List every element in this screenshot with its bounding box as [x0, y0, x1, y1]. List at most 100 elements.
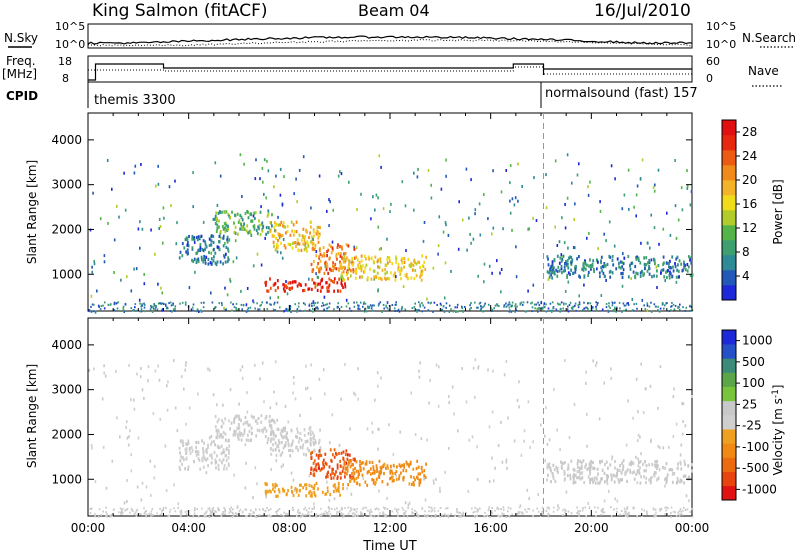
echo-feature	[374, 482, 376, 486]
ground-echo	[497, 507, 500, 510]
ground-echo	[431, 507, 433, 510]
scatter-echo	[370, 217, 372, 221]
ground-echo	[106, 515, 108, 518]
echo-feature	[680, 479, 683, 483]
ground-echo	[537, 310, 539, 313]
echo-feature	[355, 267, 358, 271]
ground-echo	[503, 508, 505, 511]
scatter-echo	[442, 230, 445, 234]
scatter-echo	[93, 262, 96, 266]
ground-echo	[631, 309, 634, 312]
echo-feature	[328, 267, 331, 271]
ground-echo	[143, 303, 146, 306]
echo-feature	[612, 473, 615, 477]
nsearch-label: N.Search	[742, 31, 796, 45]
echo-feature	[225, 245, 228, 249]
echo-feature	[565, 260, 567, 264]
echo-feature	[419, 265, 421, 269]
xaxis-label: Time UT	[362, 539, 416, 554]
echo-feature	[272, 283, 275, 287]
scatter-echo	[306, 386, 309, 390]
ground-echo	[518, 506, 521, 509]
echo-feature	[348, 267, 351, 271]
ground-echo	[342, 513, 344, 516]
ground-echo	[129, 511, 131, 514]
echo-feature	[411, 482, 413, 486]
echo-feature	[688, 255, 690, 259]
echo-feature	[233, 221, 235, 225]
echo-feature	[273, 433, 275, 437]
echo-feature	[314, 243, 317, 247]
echo-feature	[290, 443, 293, 448]
echo-feature	[291, 241, 294, 245]
scatter-echo	[212, 217, 215, 221]
echo-feature	[181, 242, 184, 246]
echo-feature	[615, 475, 618, 479]
echo-feature	[572, 478, 575, 482]
echo-feature	[255, 228, 258, 233]
echo-feature	[210, 262, 213, 266]
scatter-echo	[439, 486, 441, 490]
echo-feature	[201, 459, 204, 463]
scatter-echo	[259, 177, 261, 181]
scatter-echo	[515, 245, 517, 249]
ground-echo	[113, 303, 116, 306]
echo-feature	[672, 265, 674, 269]
ground-echo	[611, 304, 614, 307]
echo-feature	[611, 255, 614, 259]
scatter-echo	[558, 240, 561, 244]
scatter-echo	[457, 429, 459, 433]
ground-echo	[190, 308, 193, 311]
ground-echo	[270, 303, 272, 306]
echo-feature	[321, 490, 324, 494]
xaxis-tick-label: 16:00	[473, 521, 508, 535]
scatter-echo	[511, 228, 513, 232]
echo-feature	[572, 481, 575, 485]
echo-feature	[182, 456, 184, 460]
scatter-echo	[477, 274, 479, 278]
scatter-echo	[353, 245, 355, 249]
ground-echo	[582, 507, 584, 510]
echo-feature	[274, 229, 277, 233]
echo-feature	[237, 220, 240, 224]
ground-echo	[454, 306, 456, 309]
ground-echo	[609, 306, 611, 309]
scatter-echo	[238, 402, 240, 406]
echo-feature	[259, 210, 262, 214]
echo-feature	[378, 265, 381, 270]
ground-echo	[347, 512, 350, 515]
echo-feature	[308, 287, 311, 291]
ground-echo	[664, 506, 666, 509]
ground-echo	[91, 303, 94, 306]
echo-feature	[337, 252, 340, 256]
freq-label: Freq.	[6, 54, 36, 68]
echo-feature	[277, 439, 280, 443]
echo-feature	[423, 474, 426, 478]
echo-feature	[564, 461, 566, 465]
scatter-echo	[670, 468, 672, 471]
ground-echo	[365, 506, 367, 509]
ground-echo	[670, 516, 673, 518]
echo-feature	[333, 489, 335, 494]
scatter-echo	[308, 277, 310, 281]
echo-feature	[360, 461, 363, 465]
echo-feature	[366, 278, 369, 282]
echo-feature	[665, 270, 667, 274]
echo-feature	[270, 432, 273, 436]
echo-feature	[639, 261, 642, 265]
ground-echo	[635, 302, 638, 305]
ground-echo	[244, 508, 247, 511]
echo-feature	[334, 472, 337, 476]
echo-feature	[263, 427, 266, 431]
ground-echo	[670, 511, 672, 514]
echo-feature	[324, 461, 327, 465]
echo-feature	[195, 445, 197, 450]
ground-echo	[545, 310, 548, 313]
echo-feature	[606, 262, 609, 267]
echo-feature	[548, 462, 551, 466]
ground-echo	[583, 301, 585, 304]
scatter-echo	[349, 427, 351, 431]
colorbar-segment	[722, 485, 736, 501]
ground-echo	[363, 506, 365, 509]
ground-echo	[680, 513, 682, 516]
